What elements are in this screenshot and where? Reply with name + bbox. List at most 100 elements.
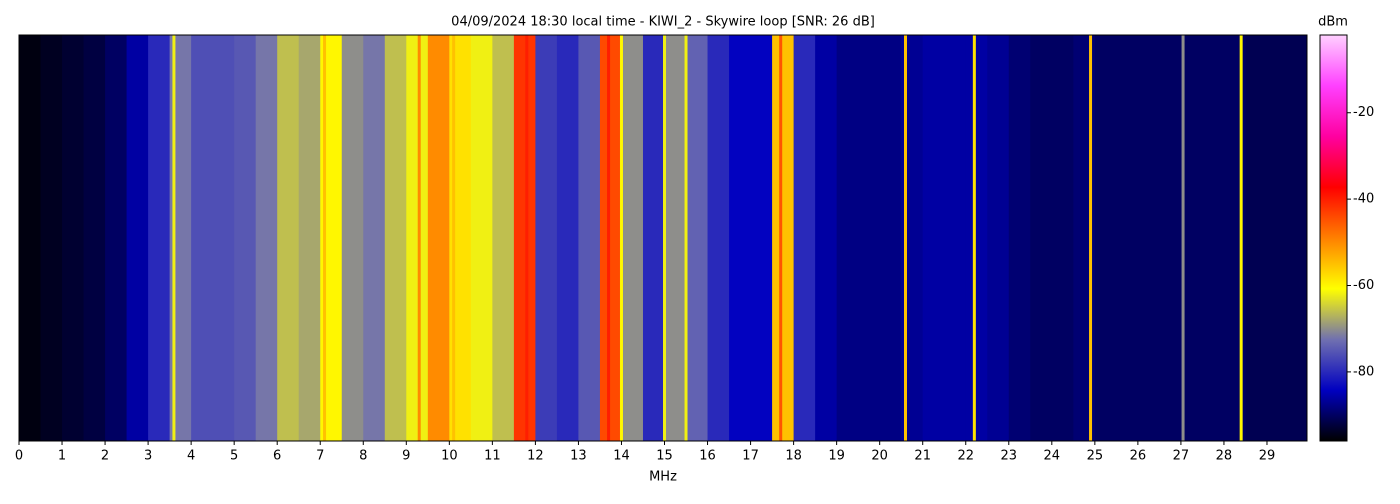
x-tick-label: 4 [187,449,195,464]
colorbar-tick-label: -40 [1353,192,1374,207]
spectrum-cell [1051,35,1074,441]
spectrum-cell [664,35,687,441]
x-tick-label: 7 [316,449,324,464]
x-tick-label: 5 [230,449,238,464]
spectrum-cell [965,35,988,441]
spectrum-cell [535,35,558,441]
spectrum-cell [642,35,666,441]
x-tick-label: 11 [484,449,501,464]
spectrum-cell [987,35,1010,441]
chart-title: 04/09/2024 18:30 local time - KIWI_2 - S… [451,15,875,30]
spectrum-cell [1137,35,1160,441]
spectrum-cell [621,35,644,441]
spectrum-cell [212,35,235,441]
x-tick-label: 20 [871,449,888,464]
x-tick-label: 8 [359,449,367,464]
spectrum-cell [707,35,730,441]
spectrum-cell [1288,35,1308,441]
spectrum-cell [1030,35,1053,441]
signal-line [1089,35,1093,441]
spectrum-cell [750,35,773,441]
signal-line [972,35,976,441]
x-tick-label: 17 [742,449,759,464]
spectrum-cell [277,35,300,441]
spectrum-cell [513,35,536,441]
x-tick-label: 2 [101,449,109,464]
spectrum-cell [19,35,42,441]
signal-line [452,35,456,441]
signal-line [663,35,667,441]
spectrum-cell [105,35,128,441]
x-tick-label: 6 [273,449,281,464]
signal-line [172,35,176,441]
x-tick-label: 18 [785,449,802,464]
spectrum-cell [126,35,149,441]
spectrum-cell [879,35,902,441]
spectrum-cell [191,35,214,441]
colorbar [1319,34,1348,442]
spectrum-cell [686,35,709,441]
spectrum-cell [1008,35,1031,441]
spectrum-cell [1245,35,1268,441]
colorbar-tick-label: -20 [1353,105,1374,120]
signal-line [417,35,421,441]
signal-line [525,35,529,441]
spectrum-cell [341,35,364,441]
x-tick-label: 1 [58,449,66,464]
x-tick-label: 29 [1259,449,1276,464]
colorbar-label: dBm [1318,15,1348,30]
spectrum-cell [1223,35,1246,441]
x-tick-label: 16 [699,449,716,464]
signal-line [903,35,907,441]
spectrum-cell [427,35,450,441]
x-tick-label: 25 [1087,449,1104,464]
spectrum-cell [815,35,838,441]
x-tick-label: 23 [1001,449,1018,464]
spectrum-cell [599,35,622,441]
signal-line [779,35,783,441]
x-tick-label: 10 [441,449,458,464]
plot-frame [18,34,1308,442]
x-tick-label: 28 [1216,449,1233,464]
spectrum-cell [1266,35,1289,441]
spectrum-cell [363,35,386,441]
x-axis-label: MHz [649,470,677,485]
spectrum-cell [255,35,278,441]
x-tick-label: 21 [914,449,931,464]
spectrum-cell [234,35,257,441]
spectrum-cell [1159,35,1182,441]
spectrum-cell [1180,35,1203,441]
spectrum-cell [1116,35,1139,441]
colorbar-tick-label: -60 [1353,278,1374,293]
plot-area [19,35,1308,441]
spectrum-cell [578,35,601,441]
x-tick-label: 15 [656,449,673,464]
signal-line [607,35,611,441]
x-tick-label: 12 [527,449,544,464]
spectrum-cell [1094,35,1117,441]
spectrum-cell [492,35,515,441]
spectrum-cell [1073,35,1096,441]
signal-line [619,35,623,441]
spectrum-cell [772,35,795,441]
spectrum-cell [922,35,945,441]
spectrum-cell [556,35,579,441]
x-tick-label: 19 [828,449,845,464]
spectrum-cell [944,35,967,441]
spectrum-cell [298,35,321,441]
spectrum-cell [62,35,85,441]
spectrum-cell [384,35,407,441]
x-tick-label: 26 [1130,449,1147,464]
spectrum-cell [148,35,171,441]
spectrum-cell [793,35,816,441]
x-tick-label: 13 [570,449,587,464]
spectrum-cell [1202,35,1225,441]
signal-line [323,35,327,441]
x-tick-label: 14 [613,449,630,464]
colorbar-tick-label: -80 [1353,364,1374,379]
signal-line [1181,35,1185,441]
spectrum-cell [406,35,429,441]
x-tick-label: 9 [402,449,410,464]
signal-line [1239,35,1243,441]
